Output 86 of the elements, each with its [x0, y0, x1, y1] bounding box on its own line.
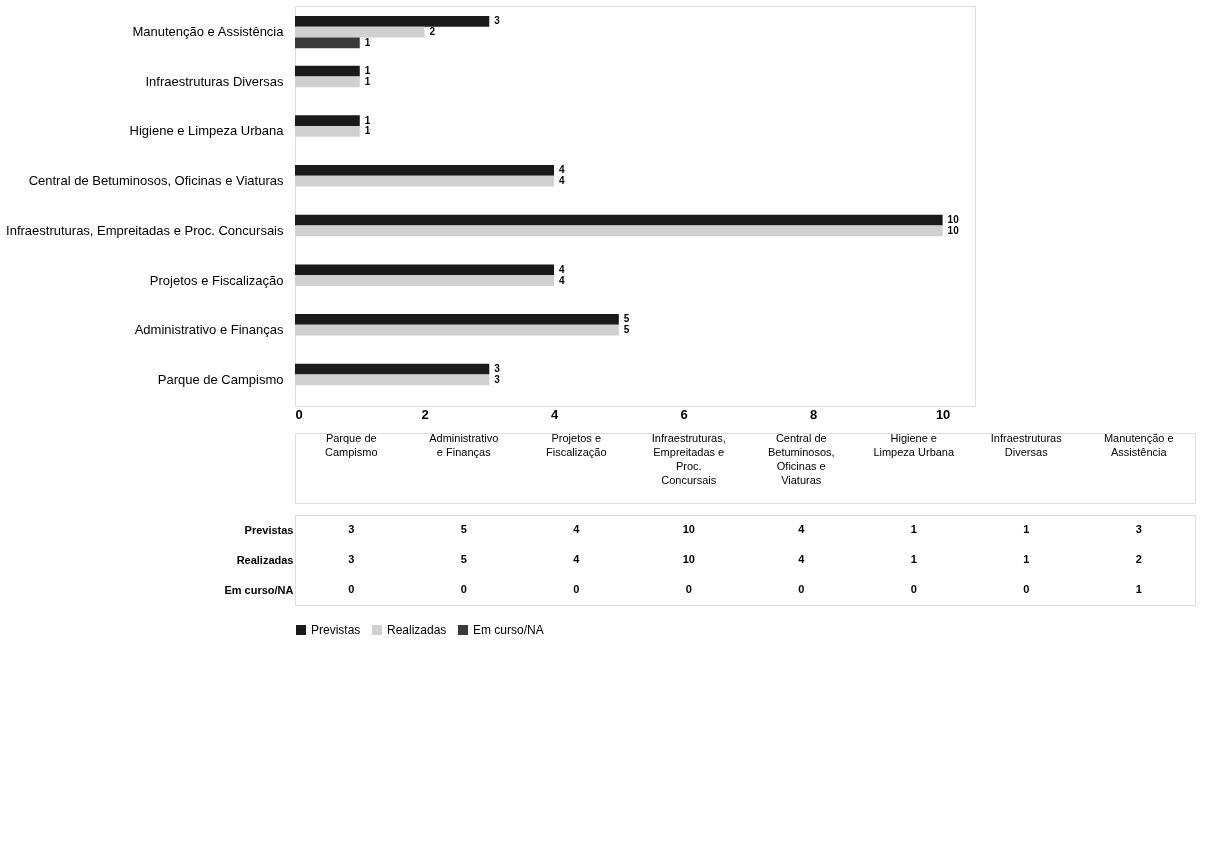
category-label: Projetos e Fiscalização [545, 432, 607, 458]
y-tick-label: Manutenção e Assistência [132, 24, 285, 40]
bar [295, 37, 360, 49]
data-label: 4 [573, 553, 581, 565]
y-tick-label: Infraestruturas, Empreitadas e Proc. Concursais [6, 222, 284, 238]
data-label: 0 [573, 583, 580, 595]
data-label: 3 [348, 523, 355, 535]
category-label: Administrativo e Finanças [429, 432, 499, 458]
data-label: 5 [460, 553, 467, 565]
bar [295, 363, 490, 375]
category-label: Higiene e Limpeza Urbana [873, 432, 955, 458]
data-label: 10 [682, 553, 695, 565]
legend-label: Previstas [311, 623, 361, 637]
data-label: 5 [623, 313, 630, 325]
data-label: 0 [798, 583, 805, 595]
data-label: 0 [1023, 583, 1030, 595]
category-label: Infraestruturas, Empreitadas e Proc. Concursais [651, 432, 726, 486]
bar [295, 175, 555, 187]
data-label: 3 [1135, 523, 1142, 535]
data-label: 10 [947, 214, 960, 226]
y-tick-label: Administrativo e Finanças [134, 322, 284, 338]
bar [295, 76, 360, 88]
data-label: 4 [559, 175, 566, 187]
data-label: 3 [494, 15, 501, 27]
legend-label: Em curso/NA [473, 623, 544, 637]
data-label: 2 [429, 26, 436, 38]
data-label: 10 [682, 523, 695, 535]
bar [295, 264, 555, 276]
x-tick-label: 2 [421, 406, 429, 422]
data-label: 0 [910, 583, 917, 595]
data-label: 4 [559, 274, 566, 286]
bar [295, 15, 490, 27]
data-label: 2 [1135, 553, 1142, 565]
data-label: 5 [623, 324, 630, 336]
x-tick-label: 0 [295, 406, 303, 422]
data-label: 4 [559, 164, 566, 176]
data-label: 4 [798, 553, 806, 565]
x-tick-label: 10 [935, 406, 951, 422]
bar [295, 225, 943, 237]
bar [295, 115, 360, 127]
data-label: 3 [348, 553, 355, 565]
data-label: 5 [460, 523, 467, 535]
y-tick-label: Infraestruturas Diversas [145, 73, 284, 89]
category-label: Manutenção e Assistência [1103, 432, 1174, 458]
data-label: 1 [910, 523, 917, 535]
bar [295, 275, 555, 286]
legend-label: Realizadas [387, 623, 447, 637]
bar [295, 26, 425, 38]
y-tick-label: Projetos e Fiscalização [149, 272, 284, 288]
text: Realizadas [236, 553, 294, 566]
category-label: Parque de Campismo [324, 432, 378, 458]
data-label: 0 [348, 583, 355, 595]
y-tick-label: Parque de Campismo [157, 371, 284, 387]
data-label: 4 [559, 263, 566, 275]
data-label: 1 [1023, 523, 1030, 535]
bar [295, 374, 490, 386]
y-tick-label: Central de Betuminosos, Oficinas e Viaturas [28, 173, 284, 189]
data-label: 1 [364, 75, 371, 87]
text: Em curso/NA [224, 583, 294, 596]
bar [295, 126, 360, 137]
data-label: 1 [910, 553, 917, 565]
bar [295, 324, 619, 336]
x-tick-label: 8 [809, 406, 818, 422]
bar [295, 165, 555, 176]
x-tick-label: 4 [550, 406, 559, 422]
data-label: 1 [364, 65, 371, 77]
data-label: 3 [494, 363, 501, 375]
category-label: Central de Betuminosos, Oficinas e Viaturas [767, 432, 835, 486]
category-label: Infraestruturas Diversas [990, 432, 1063, 458]
data-label: 1 [364, 114, 371, 126]
bar [295, 65, 360, 77]
data-label: 1 [1023, 553, 1030, 565]
data-label: 3 [494, 373, 501, 385]
data-label: 1 [1135, 583, 1142, 595]
data-label: 0 [685, 583, 692, 595]
x-tick-label: 6 [680, 406, 688, 422]
data-label: 4 [573, 523, 581, 535]
data-label: 10 [947, 224, 960, 236]
data-label: 1 [364, 125, 371, 137]
data-label: 0 [460, 583, 467, 595]
data-label: 1 [364, 36, 371, 48]
text: Previstas [244, 523, 294, 536]
bar [295, 314, 619, 325]
data-label: 4 [798, 523, 806, 535]
bar [295, 214, 943, 226]
y-tick-label: Higiene e Limpeza Urbana [129, 123, 285, 139]
